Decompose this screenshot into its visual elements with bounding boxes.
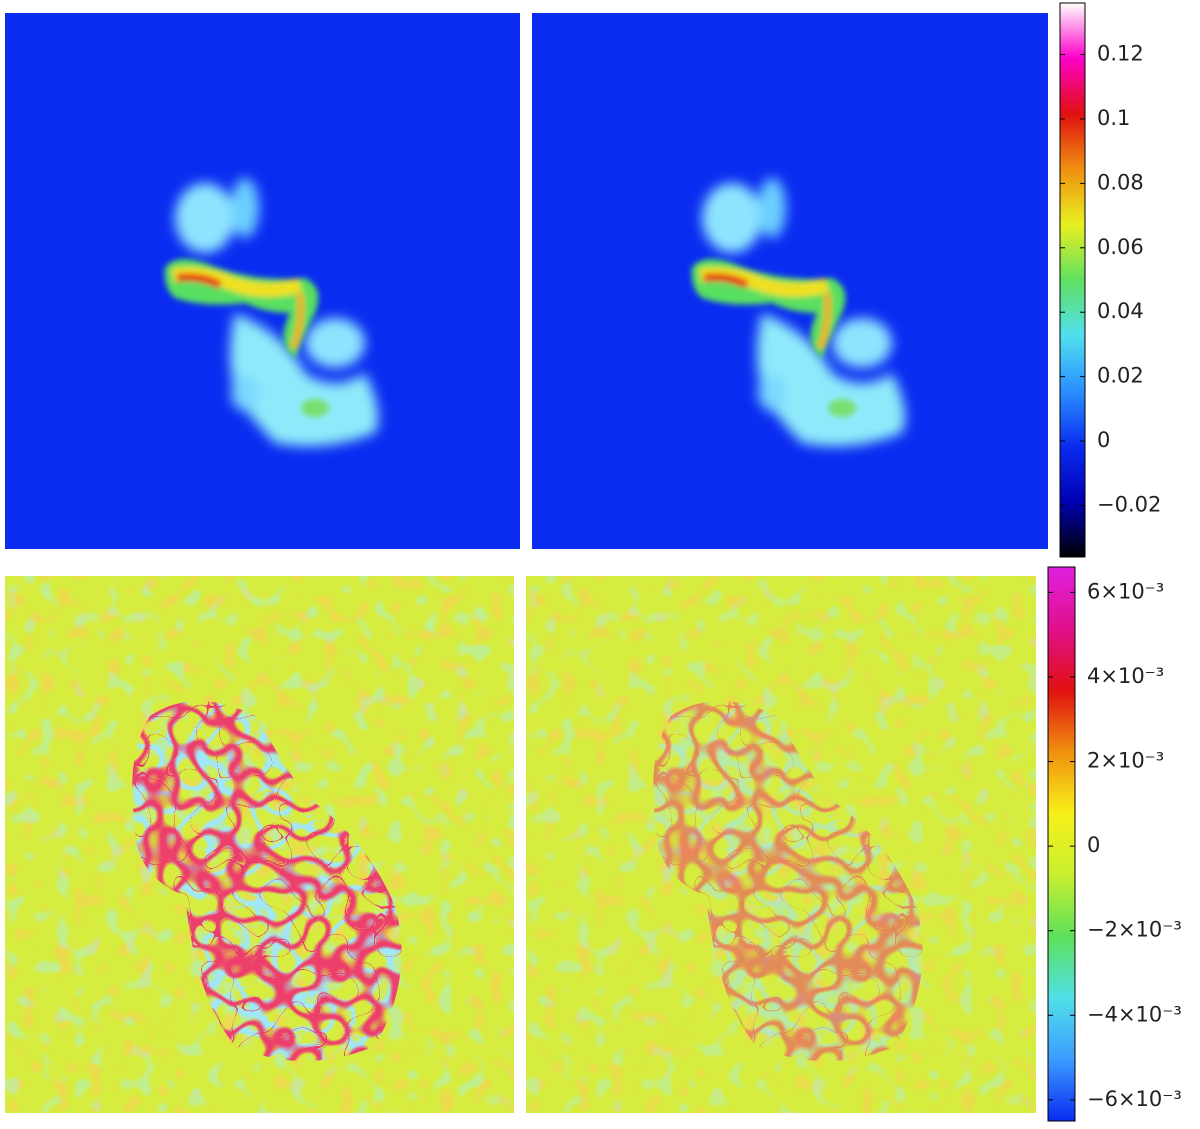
colorbar: [1047, 566, 1076, 1122]
tick-label: 6×10⁻³: [1087, 579, 1164, 603]
tick-label: 0.02: [1097, 364, 1144, 388]
tick-label: −2×10⁻³: [1087, 918, 1182, 942]
tick-label: 0.08: [1097, 170, 1144, 194]
tick-label: −6×10⁻³: [1087, 1087, 1182, 1111]
tick-label: −0.02: [1097, 492, 1161, 516]
tick-label: 0.06: [1097, 235, 1144, 259]
tick-label: 0: [1097, 428, 1110, 452]
image-panel: [5, 13, 520, 549]
tick-label: 4×10⁻³: [1087, 664, 1164, 688]
image-panel: [526, 576, 1036, 1113]
tick-label: 2×10⁻³: [1087, 749, 1164, 773]
colorbar: [1059, 2, 1086, 558]
tick-label: −4×10⁻³: [1087, 1002, 1182, 1026]
image-panel: [532, 13, 1048, 549]
image-panel: [5, 576, 514, 1113]
tick-label: 0.1: [1097, 106, 1130, 130]
tick-label: 0: [1087, 833, 1100, 857]
tick-label: 0.04: [1097, 299, 1144, 323]
tick-label: 0.12: [1097, 42, 1144, 66]
